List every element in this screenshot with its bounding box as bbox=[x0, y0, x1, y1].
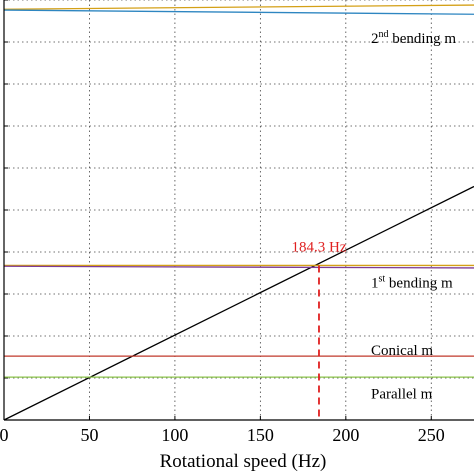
series-line-4 bbox=[3, 265, 474, 269]
series-line-0 bbox=[3, 185, 474, 421]
series-line-1 bbox=[3, 4, 474, 10]
mode-label-2: Conical m bbox=[371, 343, 433, 359]
mode-label-1: 1st bending m bbox=[371, 274, 453, 292]
series-line-2 bbox=[3, 9, 474, 15]
x-axis-title: Rotational speed (Hz) bbox=[160, 451, 327, 472]
mode-label-3: Parallel m bbox=[371, 387, 433, 403]
x-tick-label: 0 bbox=[0, 425, 9, 445]
x-tick-label: 150 bbox=[247, 425, 274, 445]
marker-label: 184.3 Hz bbox=[291, 239, 346, 255]
x-tick-label: 100 bbox=[161, 425, 188, 445]
x-tick-label: 250 bbox=[418, 425, 445, 445]
x-tick-label: 200 bbox=[332, 425, 359, 445]
mode-label-0: 2nd bending m bbox=[371, 29, 456, 47]
x-tick-label: 50 bbox=[80, 425, 98, 445]
